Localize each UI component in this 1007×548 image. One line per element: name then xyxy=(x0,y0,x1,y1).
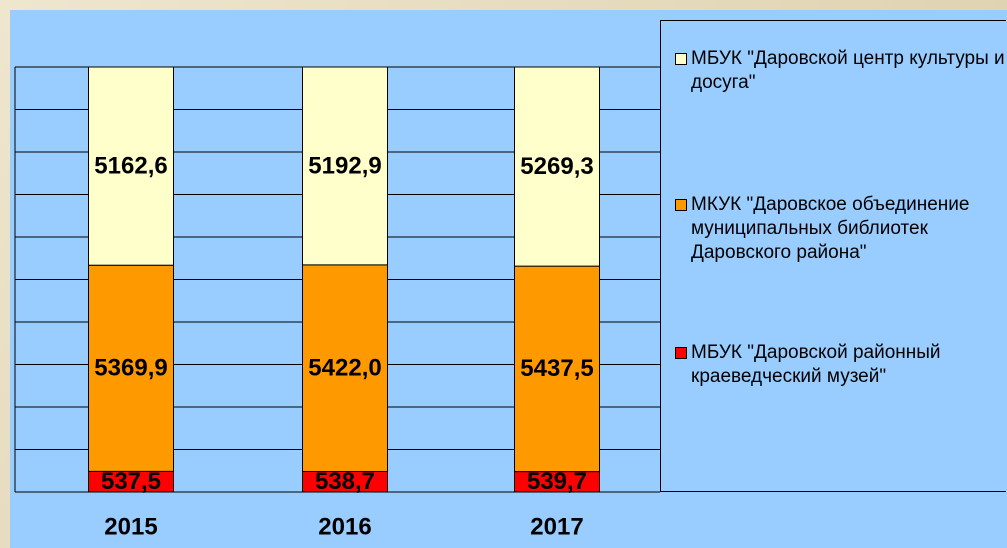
data-label: 537,5 xyxy=(101,468,161,495)
legend-swatch xyxy=(675,199,687,211)
data-label: 5437,5 xyxy=(520,355,593,382)
data-label: 538,7 xyxy=(315,468,375,495)
legend-entry: МБУК "Даровской центр культуры и досуга" xyxy=(675,47,1007,95)
bar-segment xyxy=(302,66,388,266)
bar-segment xyxy=(302,264,388,472)
x-tick-label: 2017 xyxy=(530,513,583,540)
data-label: 5162,6 xyxy=(94,152,167,179)
legend-entry: МКУК "Даровское объединение муниципальны… xyxy=(675,193,1007,265)
legend-entry: МБУК "Даровской районный краеведческий м… xyxy=(675,341,1007,389)
x-tick-label: 2016 xyxy=(318,513,371,540)
legend-label: МБУК "Даровской районный краеведческий м… xyxy=(691,342,941,387)
bar-segment xyxy=(514,265,600,473)
bar-segment xyxy=(514,66,600,267)
data-label: 5369,9 xyxy=(94,355,167,382)
data-label: 5192,9 xyxy=(308,152,381,179)
bar-segment xyxy=(88,264,174,472)
data-label: 539,7 xyxy=(527,468,587,495)
legend-label: МКУК "Даровское объединение муниципальны… xyxy=(691,194,970,263)
legend: МБУК "Даровской центр культуры и досуга"… xyxy=(660,20,1006,492)
data-label: 5269,3 xyxy=(520,153,593,180)
legend-swatch xyxy=(675,347,687,359)
bar-segment xyxy=(88,66,174,266)
legend-swatch xyxy=(675,53,687,65)
x-tick-label: 2015 xyxy=(104,513,157,540)
data-label: 5422,0 xyxy=(308,355,381,382)
legend-label: МБУК "Даровской центр культуры и досуга" xyxy=(691,48,1005,93)
